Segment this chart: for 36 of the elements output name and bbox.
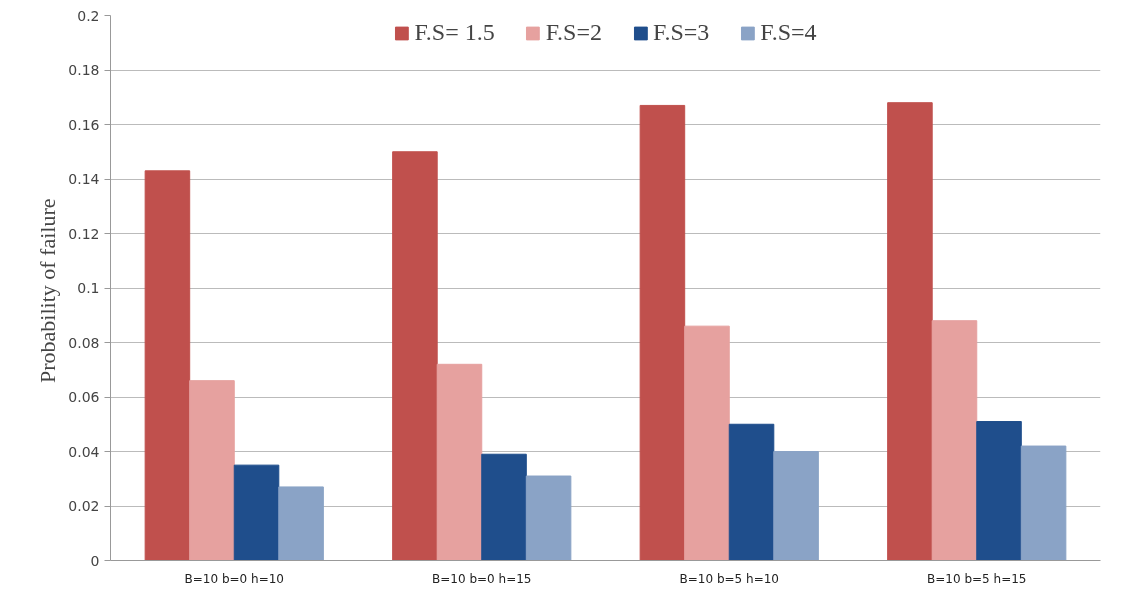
x-tick-label: B=10 b=5 h=10 (679, 571, 779, 586)
y-tick-label: 0.18 (68, 62, 100, 78)
y-tick-label: 0.08 (68, 334, 100, 351)
bar (976, 421, 1022, 561)
bar (525, 475, 572, 561)
y-tick-label: 0.2 (77, 7, 100, 24)
bar (728, 423, 775, 561)
y-tick-label: 0.06 (68, 389, 100, 405)
bar (773, 451, 819, 561)
legend-label: F.S=3 (653, 19, 710, 46)
bar (144, 170, 191, 561)
y-tick-label: 0 (90, 552, 100, 569)
y-tick-label: 0.12 (68, 225, 100, 242)
bar (887, 102, 933, 561)
bar (436, 363, 483, 561)
legend-label: F.S=4 (760, 19, 817, 46)
bar (1020, 445, 1067, 561)
bar (684, 325, 730, 561)
bar (189, 380, 235, 561)
bar (639, 104, 686, 561)
y-tick-label: 0.02 (68, 498, 100, 514)
bar (233, 464, 280, 561)
bar (931, 320, 978, 561)
legend-label: F.S=2 (545, 19, 602, 46)
x-tick-label: B=10 b=0 h=10 (184, 571, 284, 586)
bar (481, 453, 527, 561)
x-tick-label: B=10 b=0 h=15 (432, 571, 532, 586)
bar (392, 151, 438, 561)
y-tick-label: 0.14 (68, 171, 100, 187)
y-tick-label: 0.1 (77, 280, 100, 296)
y-axis-title: Probability of failure (35, 198, 61, 383)
legend-label: F.S= 1.5 (414, 19, 495, 46)
bar (278, 486, 324, 561)
x-tick-label: B=10 b=5 h=15 (927, 571, 1027, 586)
y-tick-label: 0.16 (68, 116, 100, 133)
y-tick-label: 0.04 (68, 443, 100, 460)
